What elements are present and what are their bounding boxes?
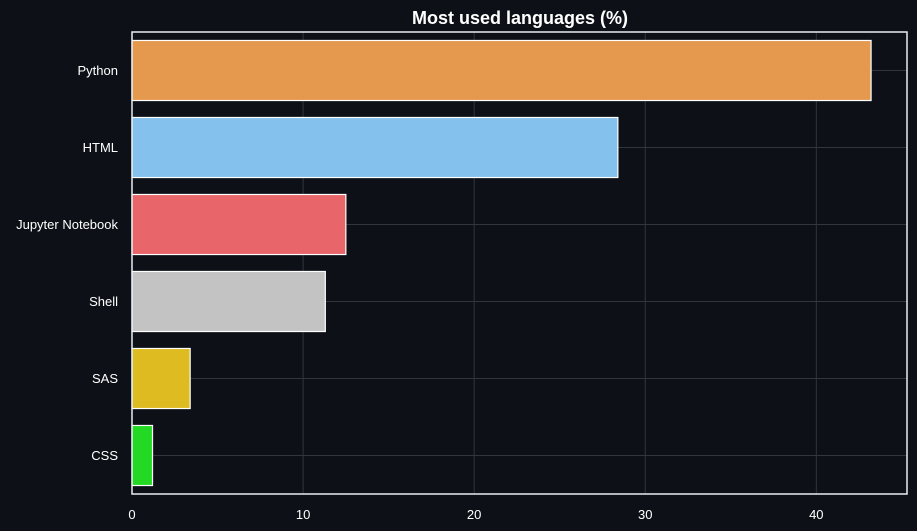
x-tick-label: 10 bbox=[296, 507, 310, 522]
y-tick-label: SAS bbox=[92, 371, 118, 386]
bar-sas bbox=[131, 347, 191, 410]
x-tick-labels: 0 10 20 30 40 bbox=[128, 507, 823, 522]
bar-jupyter-notebook bbox=[131, 193, 347, 256]
y-tick-label: Python bbox=[78, 63, 118, 78]
y-tick-label: HTML bbox=[83, 140, 118, 155]
y-tick-label: CSS bbox=[91, 448, 118, 463]
y-tick-labels: Python HTML Jupyter Notebook Shell SAS CSS bbox=[16, 63, 118, 463]
x-tick-label: 40 bbox=[809, 507, 823, 522]
plot-frame bbox=[131, 31, 908, 495]
x-tick-label: 30 bbox=[638, 507, 652, 522]
x-tick-label: 0 bbox=[128, 507, 135, 522]
bar-shell bbox=[131, 270, 326, 333]
bar-python bbox=[131, 39, 872, 102]
bar-html bbox=[131, 116, 619, 179]
y-tick-label: Shell bbox=[89, 294, 118, 309]
x-tick-label: 20 bbox=[467, 507, 481, 522]
bar-css bbox=[131, 424, 154, 487]
bars bbox=[131, 39, 872, 487]
y-tick-label: Jupyter Notebook bbox=[16, 217, 118, 232]
chart-title: Most used languages (%) bbox=[412, 8, 628, 28]
